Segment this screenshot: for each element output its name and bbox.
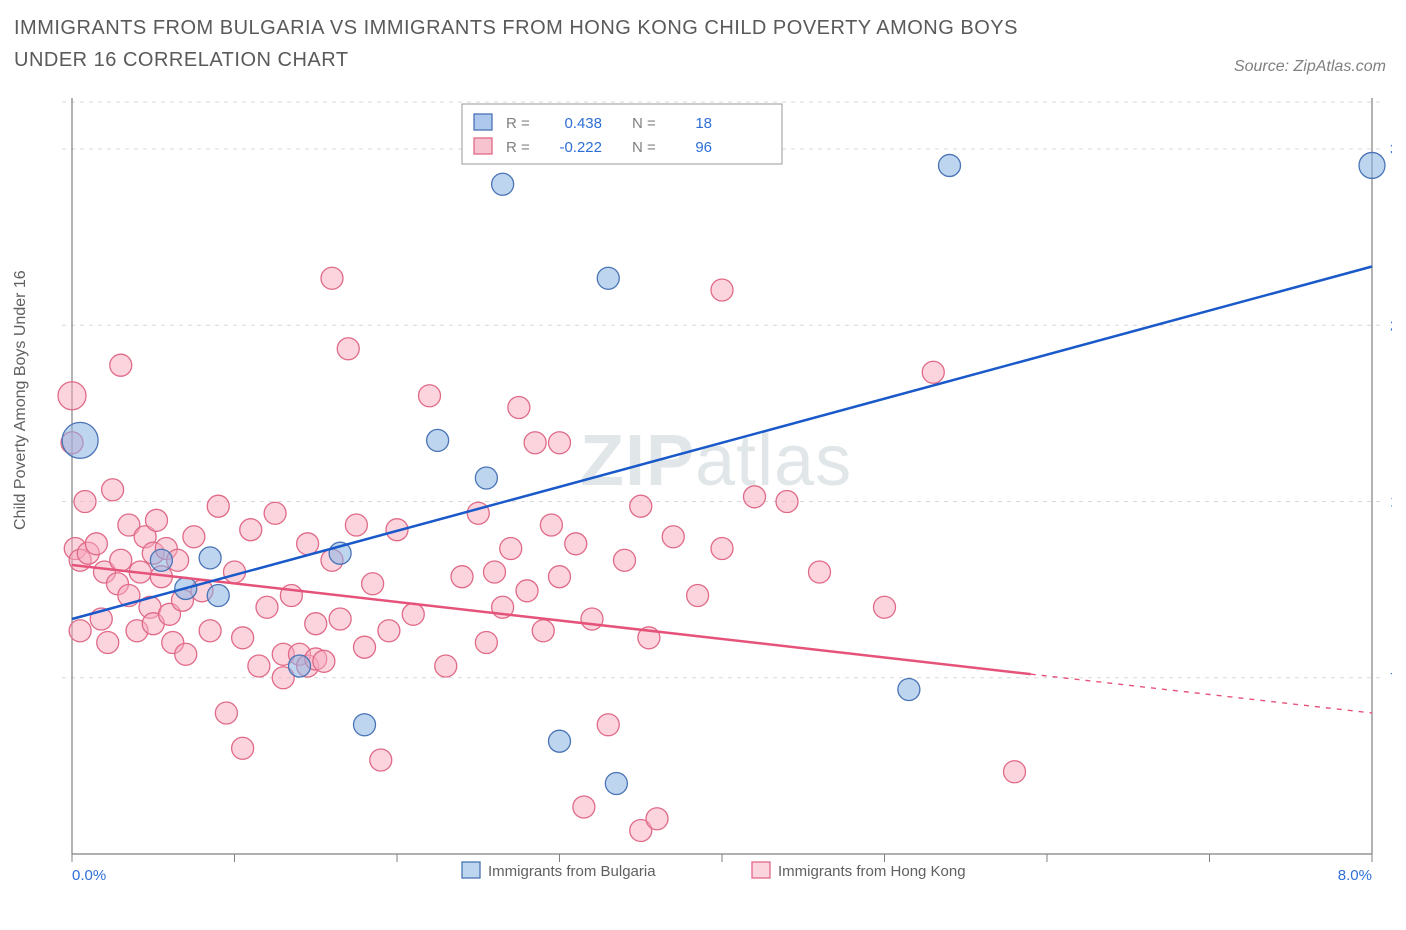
chart-title: IMMIGRANTS FROM BULGARIA VS IMMIGRANTS F…	[14, 12, 1094, 76]
source-label: Source: ZipAtlas.com	[1234, 58, 1386, 76]
svg-text:30.0%: 30.0%	[1390, 141, 1392, 158]
svg-text:-0.222: -0.222	[559, 139, 602, 156]
chart-area: 7.5% 15.0% 22.5% 30.0% 0.0% 8.0% R = 0.438 N = 18…	[14, 96, 1392, 886]
svg-text:22.5%: 22.5%	[1390, 317, 1392, 334]
svg-text:Immigrants from Hong Kong: Immigrants from Hong Kong	[778, 863, 966, 880]
svg-text:18: 18	[695, 115, 712, 132]
svg-text:R =: R =	[506, 115, 530, 132]
svg-text:N =: N =	[632, 115, 656, 132]
scatter-chart: 7.5% 15.0% 22.5% 30.0% 0.0% 8.0% R = 0.438 N = 18…	[14, 96, 1392, 886]
svg-text:Immigrants from Bulgaria: Immigrants from Bulgaria	[488, 863, 656, 880]
svg-text:0.438: 0.438	[564, 115, 602, 132]
svg-text:8.0%: 8.0%	[1338, 867, 1372, 884]
svg-text:96: 96	[695, 139, 712, 156]
svg-text:R =: R =	[506, 139, 530, 156]
svg-text:15.0%: 15.0%	[1390, 494, 1392, 511]
svg-text:N =: N =	[632, 139, 656, 156]
svg-text:7.5%: 7.5%	[1390, 670, 1392, 687]
svg-text:0.0%: 0.0%	[72, 867, 106, 884]
